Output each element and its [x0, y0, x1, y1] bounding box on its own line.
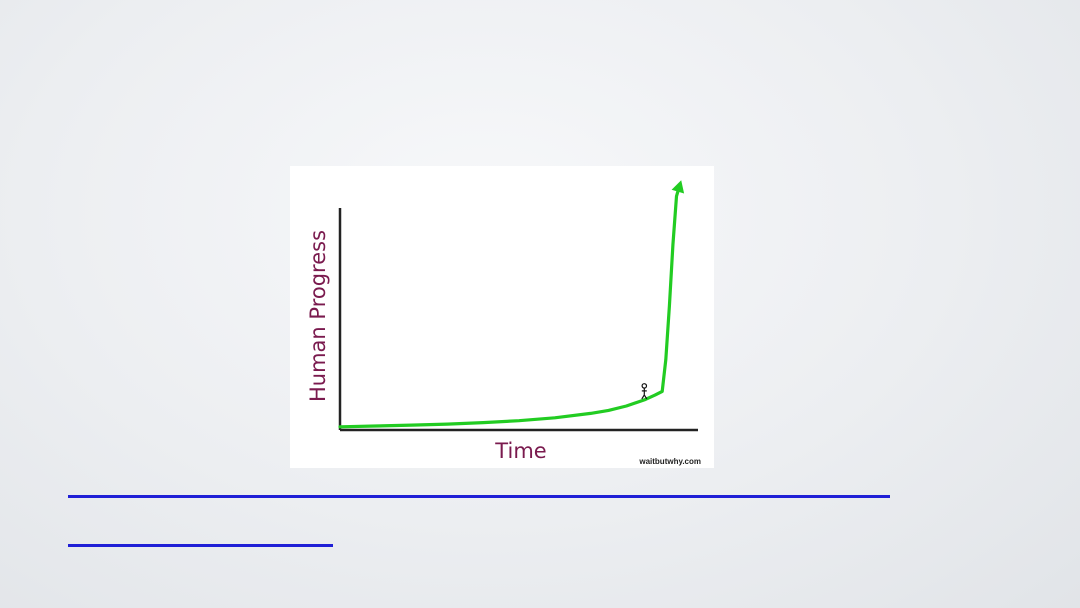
- hyperlink-underline[interactable]: [68, 495, 890, 498]
- arrowhead-icon: [671, 180, 685, 194]
- series-line-progress: [338, 182, 682, 429]
- y-axis-title: Human Progress: [306, 230, 330, 402]
- source-credit: waitbutwhy.com: [638, 457, 701, 466]
- exponential-progress-chart: Human Progress Time waitbutwhy.com: [306, 180, 701, 466]
- chart-card: Human Progress Time waitbutwhy.com: [290, 166, 714, 468]
- x-axis-title: Time: [494, 439, 546, 463]
- stick-figure-icon: [641, 383, 648, 400]
- hyperlink-underline[interactable]: [68, 544, 333, 547]
